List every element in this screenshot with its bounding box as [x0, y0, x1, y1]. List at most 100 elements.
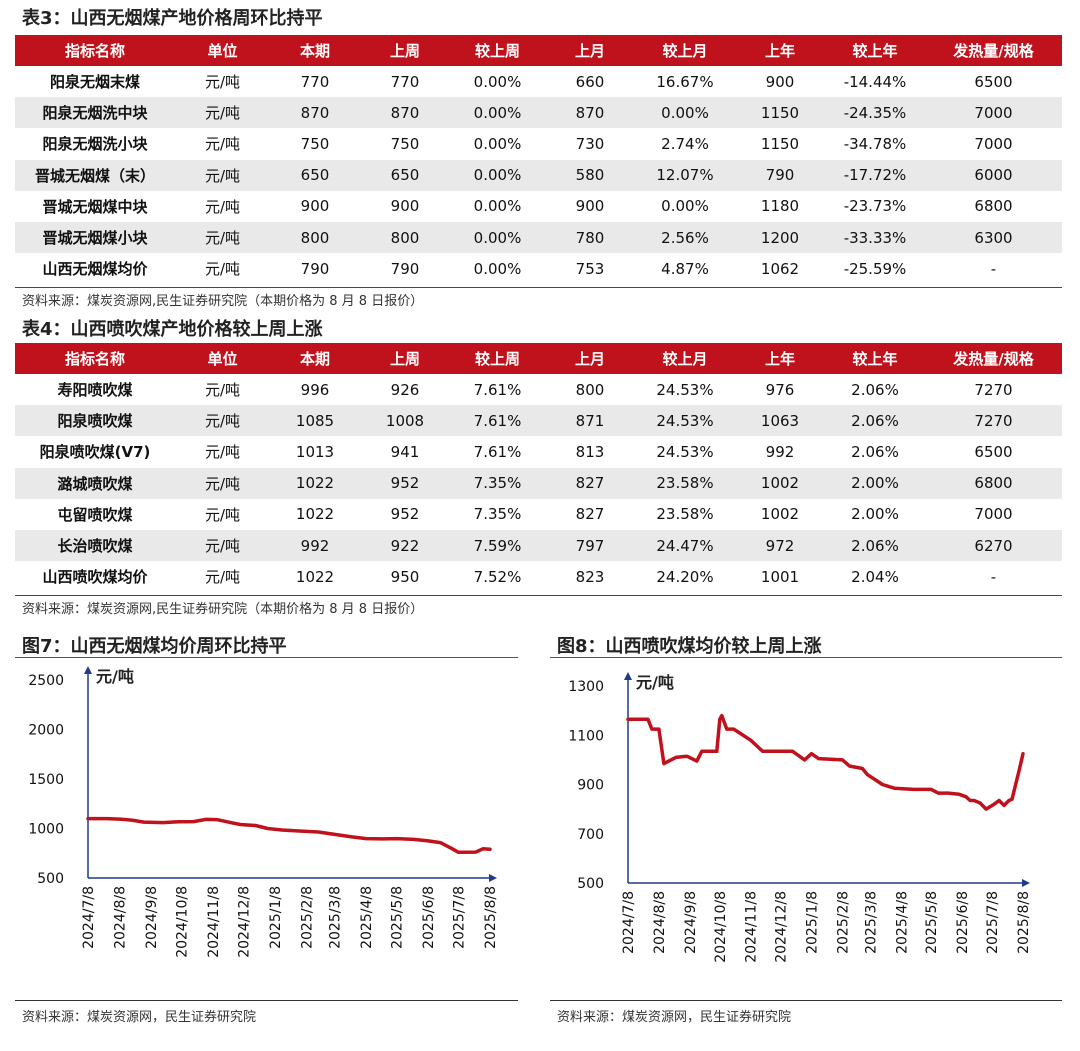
x-tick-label: 2025/2/8 — [835, 891, 851, 954]
x-axis-arrow-icon — [1022, 879, 1030, 887]
x-tick-label: 2025/1/8 — [805, 891, 821, 954]
table-row: 长治喷吹煤 元/吨 992 922 7.59% 797 24.47% 972 2.06% 6270 — [15, 529, 1062, 562]
table-cell: 7000 — [974, 505, 1013, 524]
x-tick-label: 2024/11/8 — [744, 891, 760, 963]
table-cell: 24.20% — [656, 567, 714, 586]
table-cell: 730 — [575, 134, 605, 153]
table-cell: 797 — [545, 529, 635, 562]
x-tick-label: 2024/9/8 — [683, 891, 699, 954]
table-cell: 813 — [575, 442, 605, 461]
table-row: 阳泉喷吹煤 元/吨 1085 1008 7.61% 871 24.53% 1063 2.06% 7… — [15, 405, 1062, 437]
table-cell: 元/吨 — [175, 97, 270, 129]
column-header: 较上年 — [825, 343, 925, 374]
row-name-cell: 潞城喷吹煤 — [15, 467, 175, 499]
x-tick-label: 2025/8/8 — [1016, 891, 1032, 954]
x-tick-label: 2025/5/8 — [390, 886, 406, 949]
table-cell: 6270 — [925, 529, 1062, 562]
row-name-cell: 山西无烟煤均价 — [42, 260, 148, 279]
table-cell: 1022 — [295, 505, 335, 524]
table-cell: 1062 — [760, 259, 800, 278]
table-cell: 900 — [575, 197, 605, 216]
table-row: 晋城无烟煤（末） 元/吨 650 650 0.00% 580 12.07% 790 -17.72… — [15, 159, 1062, 191]
y-axis-unit-label: 元/吨 — [636, 673, 674, 692]
figure8-source: 资料来源：煤炭资源网，民生证券研究院 — [557, 1010, 792, 1025]
table-cell: 750 — [300, 134, 330, 153]
table-cell: 1150 — [735, 97, 825, 129]
column-header: 上月 — [545, 343, 635, 374]
table-cell: 800 — [270, 221, 360, 254]
row-name-cell: 阳泉无烟洗小块 — [42, 135, 148, 154]
column-header: 发热量/规格 — [925, 35, 1062, 66]
row-name-cell: 晋城无烟煤中块 — [42, 197, 148, 216]
table-cell: 7.35% — [450, 467, 545, 499]
table-cell: - — [990, 567, 997, 586]
x-tick-label: 2025/1/8 — [268, 886, 284, 949]
table-cell: 6000 — [925, 159, 1062, 191]
figure8-title-rule — [550, 657, 1062, 658]
column-header: 发热量/规格 — [925, 343, 1062, 374]
table4-source: 资料来源：煤炭资源网,民生证券研究院（本期价格为 8 月 8 日报价） — [22, 602, 424, 617]
table-cell: -33.33% — [825, 221, 925, 254]
table-cell: 7.61% — [473, 380, 522, 399]
x-tick-label: 2024/9/8 — [144, 886, 160, 949]
table-cell: 1063 — [735, 405, 825, 437]
table-cell: 1180 — [760, 197, 800, 216]
table-cell: 650 — [360, 159, 450, 191]
x-tick-label: 2024/12/8 — [774, 891, 790, 963]
figure7-title: 图7：山西无烟煤均价周环比持平 — [22, 636, 287, 657]
x-tick-label: 2024/7/8 — [81, 886, 97, 949]
table-cell: 7000 — [974, 134, 1013, 153]
column-header: 本期 — [270, 343, 360, 374]
table-cell: 900 — [765, 72, 795, 91]
column-header: 较上周 — [450, 35, 545, 66]
table-cell: 2.06% — [825, 405, 925, 437]
table-cell: 元/吨 — [175, 529, 270, 562]
table-cell: 元/吨 — [204, 443, 241, 462]
row-name-cell: 阳泉无烟末煤 — [49, 73, 140, 92]
y-axis-unit-label: 元/吨 — [96, 667, 134, 686]
table-cell: 1008 — [360, 405, 450, 437]
column-header: 较上周 — [450, 343, 545, 374]
table-cell: 800 — [360, 221, 450, 254]
table-cell: 0.00% — [450, 159, 545, 191]
y-tick-label: 1500 — [28, 772, 64, 788]
row-name-cell: 晋城无烟煤小块 — [15, 221, 175, 254]
table-row: 晋城无烟煤中块 元/吨 900 900 0.00% 900 0.00% 1180 -23.73%… — [15, 191, 1062, 222]
table-cell: 7.61% — [473, 442, 522, 461]
table-cell: 770 — [300, 72, 330, 91]
table3-source: 资料来源：煤炭资源网,民生证券研究院（本期价格为 8 月 8 日报价） — [22, 294, 424, 309]
table-cell: 2.74% — [661, 134, 709, 153]
table-cell: 870 — [270, 97, 360, 129]
table-row: 山西喷吹煤均价 元/吨 1022 950 7.52% 823 24.20% 1001 2.04%… — [15, 561, 1062, 592]
row-name-cell: 长治喷吹煤 — [15, 529, 175, 562]
table3-bottom-rule — [15, 287, 1062, 288]
table-cell: -34.78% — [843, 134, 907, 153]
column-header: 指标名称 — [15, 35, 175, 66]
table-cell: 24.53% — [635, 405, 735, 437]
row-name-cell: 屯留喷吹煤 — [57, 505, 133, 524]
table-cell: 元/吨 — [175, 405, 270, 437]
table-cell: 996 — [300, 380, 330, 399]
table3-title: 表3：山西无烟煤产地价格周环比持平 — [22, 8, 323, 29]
table-cell: 922 — [360, 529, 450, 562]
table4-header-row: 指标名称 单位 本期 上周 较上周 上月 较上月 上年 较上年 发热量/规格 — [15, 343, 1062, 374]
table-cell: 1085 — [270, 405, 360, 437]
table-cell: 0.00% — [450, 221, 545, 254]
table-cell: 2.00% — [825, 467, 925, 499]
column-header: 上周 — [360, 35, 450, 66]
table-cell: 660 — [575, 72, 605, 91]
table-cell: 6500 — [974, 442, 1013, 461]
y-tick-label: 1000 — [28, 822, 64, 838]
table-cell: 1022 — [270, 467, 360, 499]
table4: 指标名称 单位 本期 上周 较上周 上月 较上月 上年 较上年 发热量/规格 寿阳喷吹煤 元/吨 99… — [15, 343, 1062, 592]
table-cell: 7.59% — [450, 529, 545, 562]
table-cell: 823 — [575, 567, 605, 586]
table-cell: 2.00% — [851, 505, 899, 524]
table-cell: 1200 — [735, 221, 825, 254]
table-cell: 元/吨 — [204, 73, 241, 92]
column-header: 较上年 — [825, 35, 925, 66]
column-header: 上月 — [545, 35, 635, 66]
table-cell: 1013 — [295, 442, 335, 461]
x-tick-label: 2024/11/8 — [206, 886, 222, 958]
table-cell: 976 — [765, 380, 795, 399]
